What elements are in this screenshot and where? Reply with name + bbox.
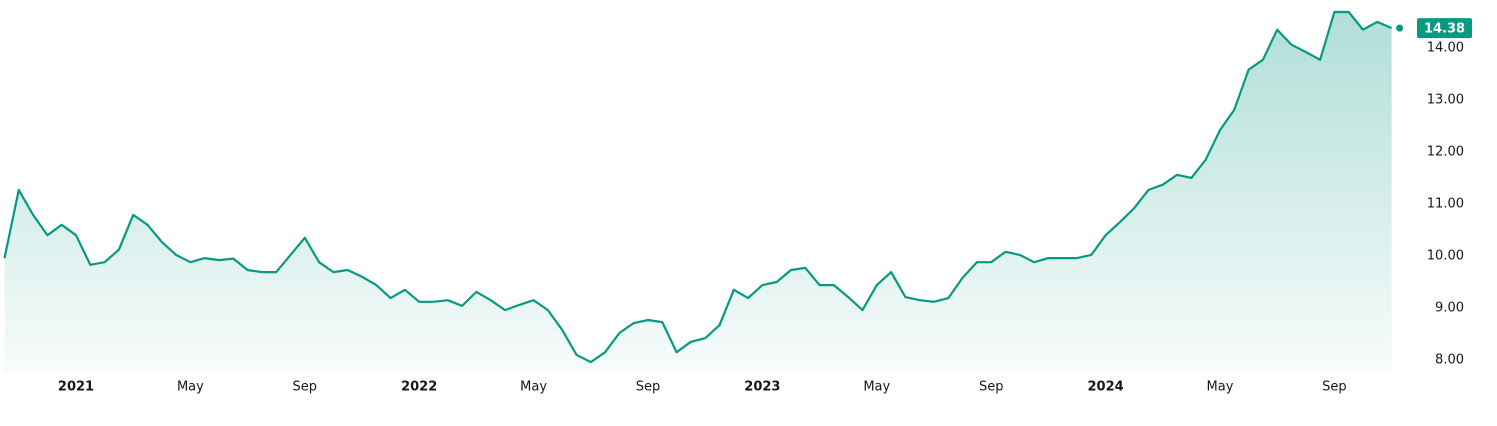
y-tick-label: 8.00 <box>1435 353 1464 368</box>
x-tick-label: May <box>177 380 204 395</box>
y-tick-label: 11.00 <box>1427 196 1464 211</box>
y-tick-label: 14.00 <box>1427 40 1464 55</box>
y-tick-label: 10.00 <box>1427 248 1464 263</box>
price-line <box>3 10 1393 364</box>
x-tick-label: 2024 <box>1088 380 1124 395</box>
price-tag <box>1417 18 1472 39</box>
y-tick-label: 12.00 <box>1427 144 1464 159</box>
y-tick-label: 13.00 <box>1427 92 1464 107</box>
x-tick-label: 2021 <box>58 380 94 395</box>
x-tick-label: Sep <box>1322 380 1347 395</box>
x-tick-label: Sep <box>636 380 661 395</box>
area-fill <box>4 12 1392 372</box>
x-tick-label: Sep <box>979 380 1004 395</box>
x-tick-label: 2022 <box>401 380 437 395</box>
last-point <box>1396 24 1404 32</box>
x-tick-label: May <box>1207 380 1234 395</box>
x-tick-label: Sep <box>293 380 318 395</box>
price-tag-label: 14.38 <box>1424 22 1465 37</box>
x-tick-label: May <box>520 380 547 395</box>
x-tick-label: May <box>863 380 890 395</box>
y-tick-label: 9.00 <box>1435 301 1464 316</box>
x-tick-label: 2023 <box>744 380 780 395</box>
